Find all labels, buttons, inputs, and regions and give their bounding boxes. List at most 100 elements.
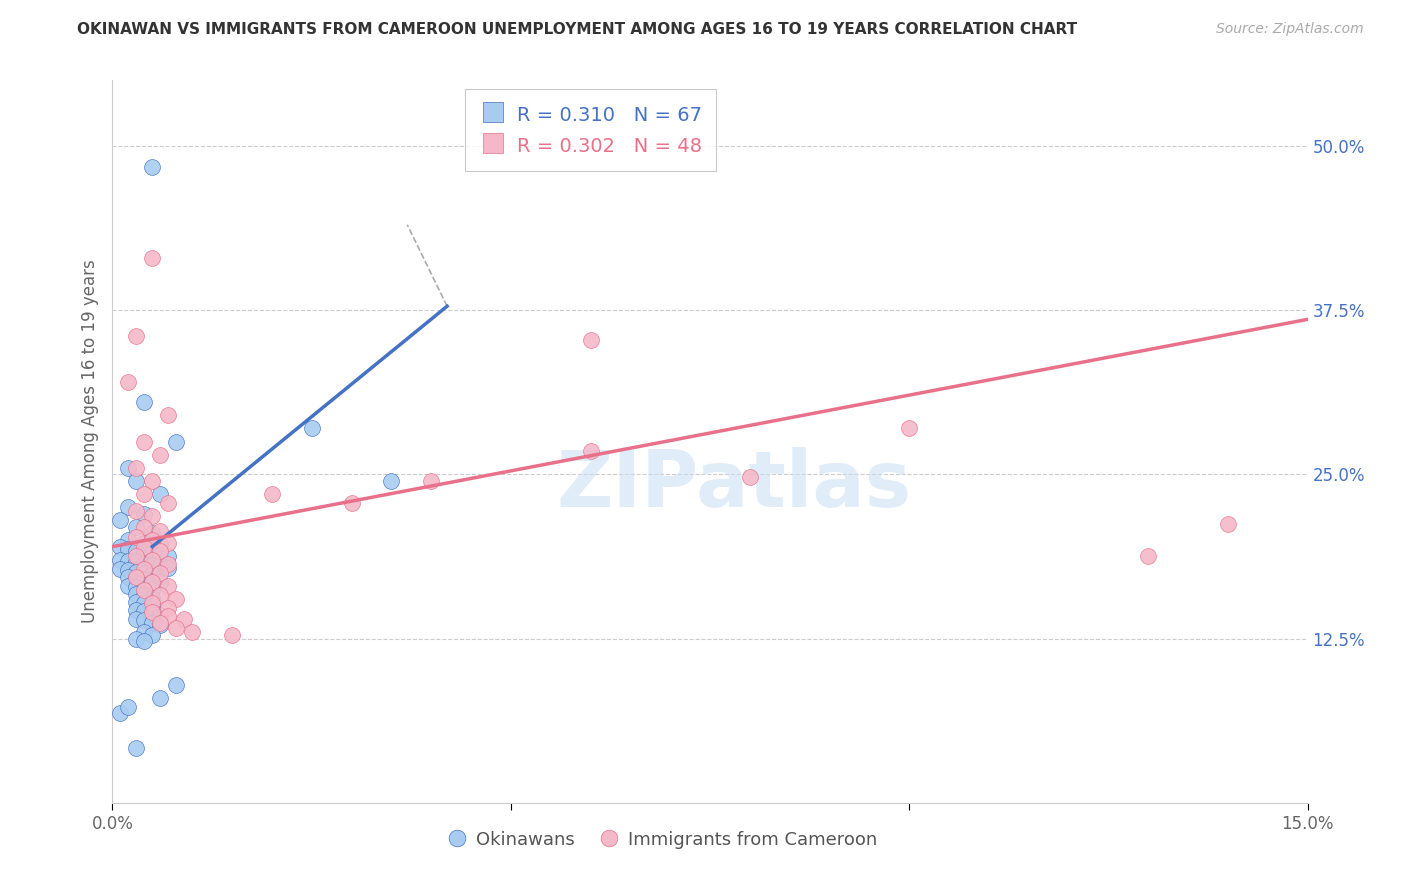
- Point: [125, 520, 148, 534]
- Point: [181, 625, 204, 640]
- Point: [149, 566, 172, 580]
- Point: [141, 596, 163, 610]
- Point: [157, 557, 180, 571]
- Point: [141, 474, 163, 488]
- Point: [149, 607, 172, 622]
- Point: [117, 570, 139, 584]
- Point: [134, 434, 156, 449]
- Point: [125, 549, 148, 563]
- Point: [125, 555, 148, 569]
- Point: [134, 507, 156, 521]
- Point: [149, 448, 172, 462]
- Point: [110, 540, 132, 554]
- Point: [260, 487, 283, 501]
- Point: [117, 542, 139, 557]
- Point: [579, 443, 602, 458]
- Point: [157, 560, 180, 574]
- Point: [141, 526, 163, 541]
- Point: [117, 579, 139, 593]
- Point: [117, 699, 139, 714]
- Point: [125, 543, 148, 558]
- Point: [117, 554, 139, 568]
- Point: [301, 421, 323, 435]
- Point: [420, 474, 443, 488]
- Y-axis label: Unemployment Among Ages 16 to 19 years: Unemployment Among Ages 16 to 19 years: [80, 260, 98, 624]
- Point: [141, 599, 163, 613]
- Point: [149, 543, 172, 558]
- Point: [125, 571, 148, 585]
- Point: [134, 540, 156, 554]
- Point: [173, 612, 195, 626]
- Point: [165, 434, 187, 449]
- Point: [1216, 517, 1239, 532]
- Point: [149, 487, 172, 501]
- Point: [125, 603, 148, 617]
- Point: [141, 627, 163, 641]
- Point: [141, 582, 163, 597]
- Point: [134, 604, 156, 618]
- Point: [380, 474, 402, 488]
- Point: [125, 587, 148, 601]
- Point: [134, 573, 156, 587]
- Point: [149, 559, 172, 574]
- Point: [134, 596, 156, 610]
- Point: [134, 588, 156, 602]
- Point: [141, 558, 163, 572]
- Point: [125, 570, 148, 584]
- Point: [149, 537, 172, 551]
- Point: [134, 634, 156, 648]
- Text: Source: ZipAtlas.com: Source: ZipAtlas.com: [1216, 22, 1364, 37]
- Point: [141, 605, 163, 619]
- Point: [141, 509, 163, 524]
- Point: [898, 421, 921, 435]
- Point: [157, 496, 180, 510]
- Point: [141, 567, 163, 582]
- Point: [157, 535, 180, 549]
- Point: [125, 565, 148, 579]
- Point: [117, 563, 139, 577]
- Point: [125, 595, 148, 609]
- Legend: Okinawans, Immigrants from Cameroon: Okinawans, Immigrants from Cameroon: [440, 824, 884, 856]
- Point: [157, 579, 180, 593]
- Point: [134, 582, 156, 596]
- Point: [117, 500, 139, 515]
- Point: [141, 533, 163, 547]
- Point: [125, 474, 148, 488]
- Point: [134, 562, 156, 576]
- Point: [141, 553, 163, 567]
- Point: [157, 409, 180, 423]
- Point: [165, 677, 187, 691]
- Point: [141, 575, 163, 590]
- Text: OKINAWAN VS IMMIGRANTS FROM CAMEROON UNEMPLOYMENT AMONG AGES 16 TO 19 YEARS CORR: OKINAWAN VS IMMIGRANTS FROM CAMEROON UNE…: [77, 22, 1077, 37]
- Point: [1137, 549, 1160, 563]
- Point: [134, 535, 156, 549]
- Point: [141, 615, 163, 630]
- Point: [157, 601, 180, 615]
- Point: [579, 334, 602, 348]
- Point: [149, 618, 172, 632]
- Point: [134, 566, 156, 580]
- Point: [141, 546, 163, 560]
- Point: [110, 553, 132, 567]
- Point: [110, 706, 132, 721]
- Point: [134, 520, 156, 534]
- Point: [125, 531, 148, 545]
- Point: [141, 160, 163, 174]
- Point: [149, 690, 172, 705]
- Point: [165, 621, 187, 635]
- Point: [149, 548, 172, 562]
- Point: [149, 588, 172, 602]
- Point: [110, 513, 132, 527]
- Point: [125, 504, 148, 518]
- Point: [117, 460, 139, 475]
- Point: [134, 625, 156, 640]
- Point: [141, 591, 163, 605]
- Point: [738, 470, 761, 484]
- Point: [110, 562, 132, 576]
- Point: [134, 557, 156, 571]
- Point: [221, 627, 243, 641]
- Point: [149, 615, 172, 630]
- Point: [134, 487, 156, 501]
- Text: ZIPatlas: ZIPatlas: [557, 447, 911, 523]
- Point: [134, 582, 156, 597]
